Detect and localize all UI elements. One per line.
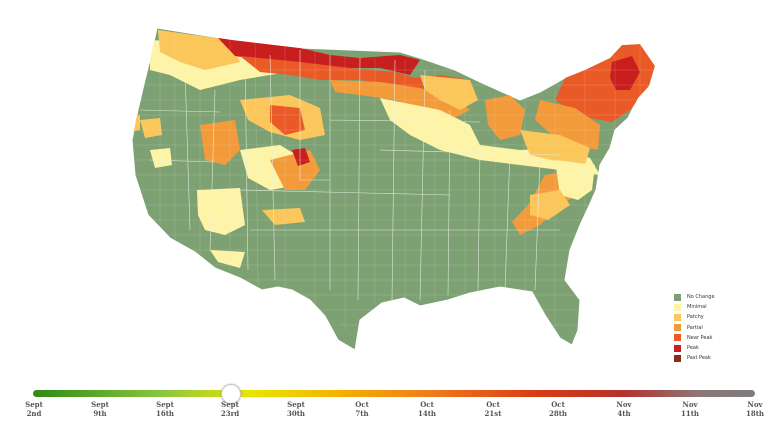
tick-month: Oct bbox=[420, 400, 434, 409]
tick-month: Nov bbox=[682, 400, 698, 409]
legend-swatch bbox=[674, 313, 681, 321]
region-peak bbox=[610, 56, 640, 90]
tick-month: Oct bbox=[486, 400, 500, 409]
region-patchy bbox=[158, 30, 240, 70]
tick-day: 18th bbox=[745, 408, 765, 418]
legend-item: Past Peak bbox=[674, 353, 774, 363]
legend-label: Minimal bbox=[687, 304, 707, 311]
region-minimal bbox=[210, 250, 245, 268]
region-peak bbox=[218, 38, 420, 75]
tick-label[interactable]: Sept 2nd bbox=[9, 400, 59, 418]
tick-label[interactable]: Sept 16th bbox=[140, 400, 190, 418]
region-patchy bbox=[262, 208, 305, 225]
tick-day: 16th bbox=[155, 408, 175, 418]
region-minimal bbox=[150, 148, 172, 168]
tick-day: 2nd bbox=[26, 408, 42, 418]
county-borders bbox=[132, 30, 655, 330]
legend-swatch bbox=[674, 334, 681, 342]
date-slider[interactable]: Sept 2nd Sept 9th Sept 16th Sept 23rd Sept 30… bbox=[0, 380, 780, 438]
legend-item: Peak bbox=[674, 343, 774, 353]
tick-day: 30th bbox=[286, 408, 306, 418]
tick-label[interactable]: Oct 21st bbox=[468, 400, 518, 418]
tick-day: 28th bbox=[548, 408, 568, 418]
slider-track[interactable] bbox=[33, 390, 755, 397]
legend-label: Past Peak bbox=[687, 355, 711, 362]
region-patchy bbox=[140, 118, 162, 138]
region-near-peak bbox=[240, 56, 470, 95]
legend-swatch bbox=[674, 354, 681, 362]
legend-item: Patchy bbox=[674, 312, 774, 322]
tick-day: 4th bbox=[617, 408, 631, 418]
tick-month: Nov bbox=[747, 400, 763, 409]
tick-month: Sept bbox=[221, 400, 239, 409]
tick-label[interactable]: Nov 18th bbox=[730, 400, 780, 418]
tick-label[interactable]: Sept 30th bbox=[271, 400, 321, 418]
legend-swatch bbox=[674, 324, 681, 332]
tick-month: Nov bbox=[616, 400, 632, 409]
tick-label[interactable]: Oct 7th bbox=[337, 400, 387, 418]
foliage-regions bbox=[132, 30, 655, 268]
legend-label: Patchy bbox=[687, 314, 704, 321]
legend-item: Near Peak bbox=[674, 333, 774, 343]
legend-label: No Change bbox=[687, 294, 715, 301]
tick-label[interactable]: Sept 23rd bbox=[205, 400, 255, 418]
legend-swatch bbox=[674, 344, 681, 352]
tick-day: 23rd bbox=[220, 408, 240, 418]
tick-label[interactable]: Nov 4th bbox=[599, 400, 649, 418]
tick-day: 11th bbox=[680, 408, 700, 418]
tick-month: Sept bbox=[91, 400, 109, 409]
region-partial bbox=[535, 100, 600, 150]
legend-swatch bbox=[674, 303, 681, 311]
tick-day: 14th bbox=[417, 408, 437, 418]
slider-ticks: Sept 2nd Sept 9th Sept 16th Sept 23rd Sept 30… bbox=[0, 400, 780, 431]
region-patchy bbox=[420, 75, 478, 110]
tick-month: Oct bbox=[551, 400, 565, 409]
region-minimal bbox=[197, 188, 245, 235]
legend: No Change Minimal Patchy Partial Near Pe… bbox=[674, 292, 774, 363]
slider-thumb[interactable] bbox=[221, 384, 241, 404]
legend-label: Partial bbox=[687, 324, 703, 331]
legend-item: No Change bbox=[674, 292, 774, 302]
tick-month: Sept bbox=[287, 400, 305, 409]
legend-label: Near Peak bbox=[687, 334, 713, 341]
tick-label[interactable]: Oct 14th bbox=[402, 400, 452, 418]
tick-day: 7th bbox=[355, 408, 369, 418]
tick-label[interactable]: Nov 11th bbox=[665, 400, 715, 418]
legend-swatch bbox=[674, 293, 681, 301]
tick-month: Oct bbox=[355, 400, 369, 409]
legend-item: Minimal bbox=[674, 302, 774, 312]
tick-label[interactable]: Sept 9th bbox=[75, 400, 125, 418]
legend-item: Partial bbox=[674, 323, 774, 333]
region-near-peak bbox=[270, 105, 305, 135]
region-peak bbox=[292, 148, 310, 166]
tick-label[interactable]: Oct 28th bbox=[533, 400, 583, 418]
tick-day: 9th bbox=[93, 408, 107, 418]
tick-month: Sept bbox=[25, 400, 43, 409]
legend-label: Peak bbox=[687, 345, 699, 352]
tick-day: 21st bbox=[484, 408, 502, 418]
tick-month: Sept bbox=[156, 400, 174, 409]
